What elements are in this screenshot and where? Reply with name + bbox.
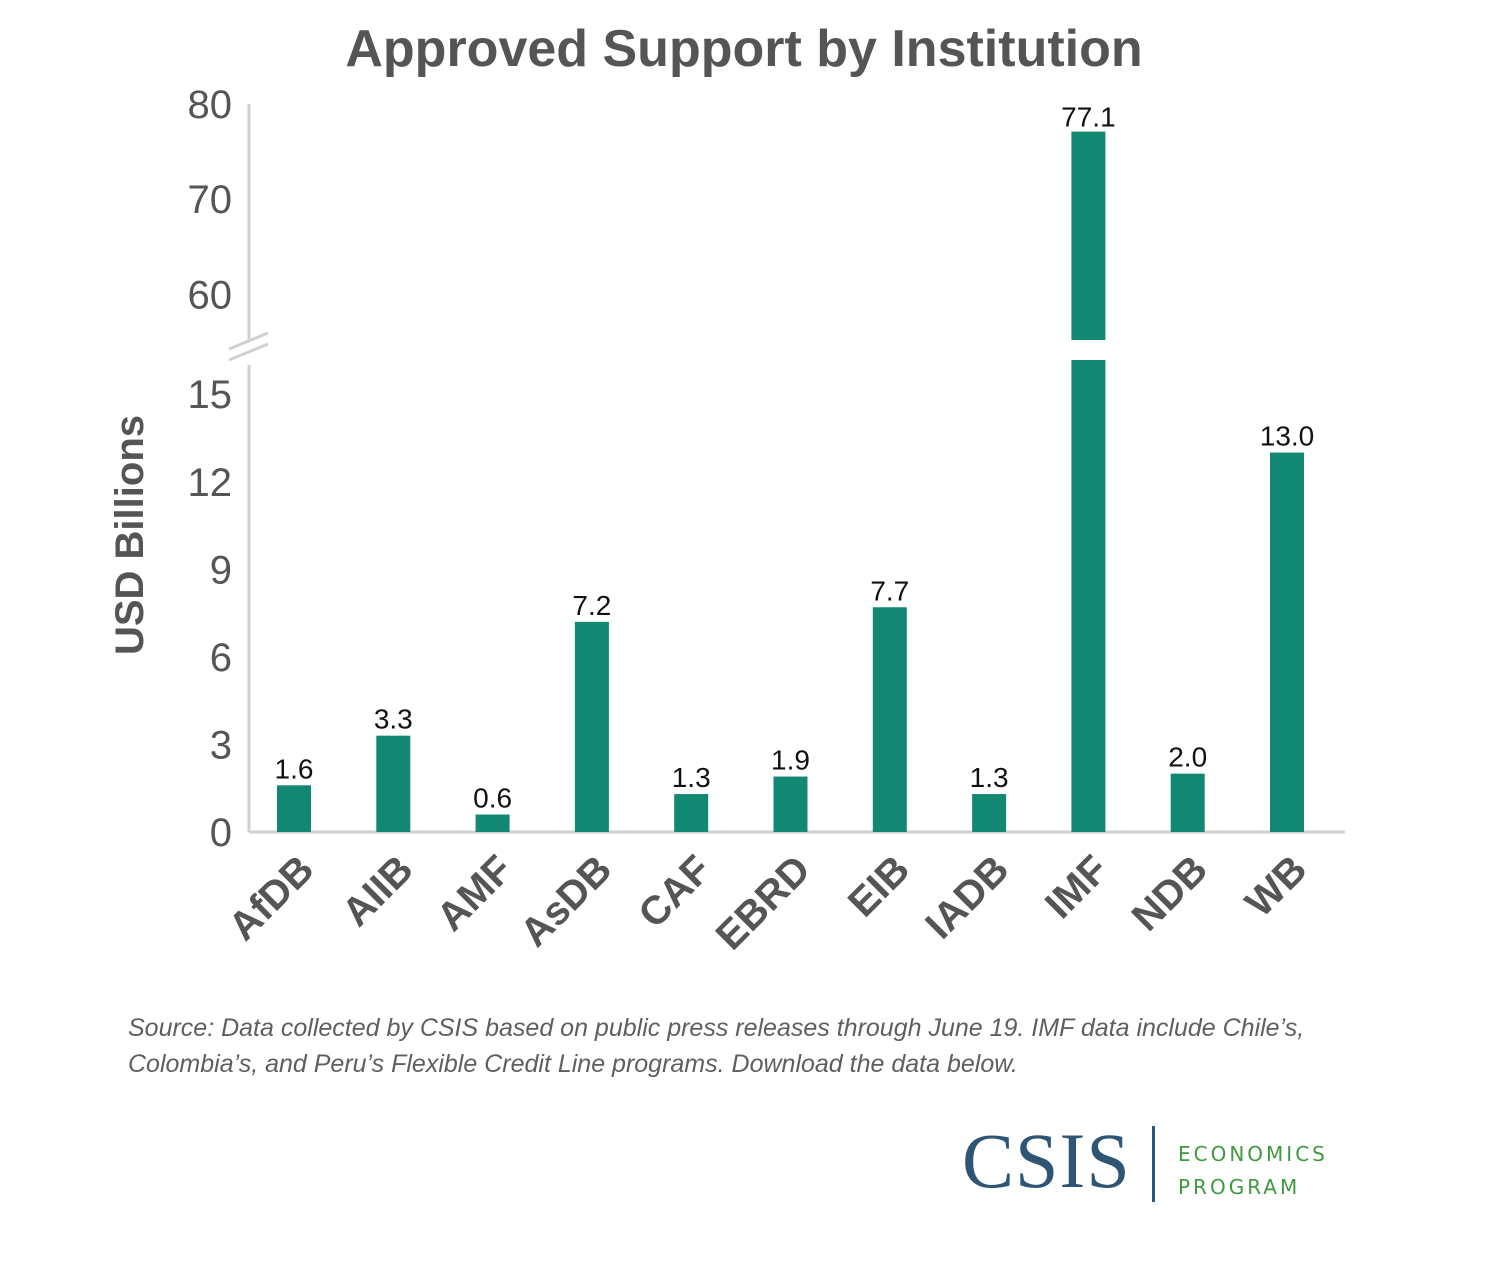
x-tick-label: AMF xyxy=(429,847,521,939)
data-label: 1.6 xyxy=(275,753,314,784)
bar-aiib xyxy=(376,735,411,832)
y-axis-label: USD Billions xyxy=(108,415,152,655)
data-label: 3.3 xyxy=(374,704,413,735)
data-label: 7.7 xyxy=(870,575,909,606)
y-tick-label: 9 xyxy=(210,548,232,592)
bar-wb xyxy=(1270,452,1304,832)
bar-amf xyxy=(475,814,510,832)
y-tick-label: 12 xyxy=(188,461,233,505)
chart-canvas: Approved Support by Institution USD Billi… xyxy=(108,20,1345,959)
logo-name: CSIS xyxy=(962,1117,1131,1204)
y-tick-label: 6 xyxy=(210,636,232,680)
x-tick-label: AfDB xyxy=(221,847,323,949)
source-note: Source: Data collected by CSIS based on … xyxy=(128,1014,1305,1078)
x-tick-label: IMF xyxy=(1037,847,1117,927)
bar-chart: Approved Support by Institution USD Billi… xyxy=(108,20,1345,959)
logo-divider xyxy=(1152,1126,1155,1202)
y-tick-label: 60 xyxy=(188,273,233,317)
logo-program: ECONOMICS PROGRAM xyxy=(1178,1138,1328,1204)
x-tick-label: WB xyxy=(1237,847,1315,925)
data-label: 77.1 xyxy=(1061,102,1116,133)
bar-imf xyxy=(1071,360,1106,832)
bar-caf xyxy=(674,794,709,832)
bar-ndb xyxy=(1170,773,1205,832)
bar-iadb xyxy=(972,794,1007,832)
x-tick-label: IADB xyxy=(917,847,1017,947)
x-tick-label: EIB xyxy=(840,847,918,925)
x-tick-label: NDB xyxy=(1124,847,1216,939)
y-tick-label: 70 xyxy=(188,178,233,222)
y-tick-label: 80 xyxy=(188,83,233,127)
logo-program-line2: PROGRAM xyxy=(1178,1175,1301,1199)
data-label: 1.9 xyxy=(771,745,810,776)
axis-break-mark-lower xyxy=(228,342,269,362)
y-tick-label: 0 xyxy=(210,811,232,855)
chart-title: Approved Support by Institution xyxy=(345,20,1142,78)
bar-eib xyxy=(872,607,907,832)
logo-program-line1: ECONOMICS xyxy=(1178,1142,1328,1166)
axis-break-mark-upper xyxy=(228,331,269,351)
y-tick-label: 3 xyxy=(210,723,232,767)
data-label: 0.6 xyxy=(473,782,512,813)
data-label: 13.0 xyxy=(1260,421,1315,452)
data-label: 1.3 xyxy=(672,762,711,793)
y-tick-label: 15 xyxy=(188,373,233,417)
csis-logo: CSIS ECONOMICS PROGRAM xyxy=(962,1118,1362,1213)
x-tick-label: AIIB xyxy=(334,847,422,935)
bar-asdb xyxy=(574,621,609,832)
bar-ebrd xyxy=(773,776,808,832)
x-tick-label: AsDB xyxy=(512,847,620,955)
bar-afdb xyxy=(277,785,311,832)
data-label: 2.0 xyxy=(1168,742,1207,773)
bar-imf-upper xyxy=(1071,131,1106,340)
x-tick-label: CAF xyxy=(630,847,719,936)
x-tick-label: EBRD xyxy=(708,847,819,958)
data-label: 7.2 xyxy=(572,590,611,621)
data-label: 1.3 xyxy=(970,762,1009,793)
